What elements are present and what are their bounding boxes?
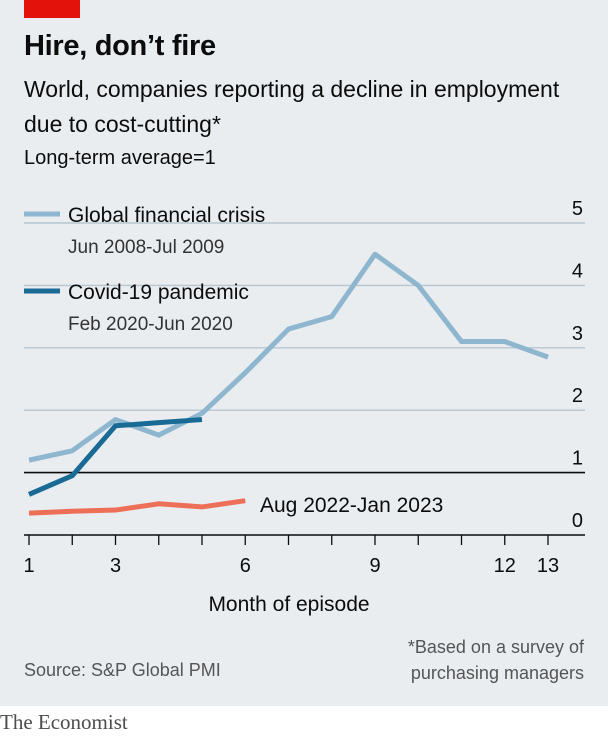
y-tick-label: 3	[572, 323, 583, 345]
brand-logo-text: The Economist	[0, 710, 128, 734]
source-note: Source: S&P Global PMI	[24, 660, 221, 680]
x-tick-label: 6	[240, 555, 251, 577]
footnote: *Based on a survey of purchasing manager…	[407, 637, 584, 683]
x-tick-label: 13	[537, 555, 559, 577]
legend-label-covid: Covid-19 pandemic	[68, 281, 249, 304]
y-tick-label: 4	[572, 260, 583, 282]
y-tick-label: 5	[572, 198, 583, 220]
legend-period-covid: Feb 2020-Jun 2020	[68, 314, 233, 335]
chart-subtitle: World, companies reporting a decline in …	[24, 76, 560, 137]
brand-red-tag	[24, 0, 80, 18]
x-tick-label: 9	[369, 555, 380, 577]
y-tick-label: 2	[572, 385, 583, 407]
x-tick-label: 3	[110, 555, 121, 577]
covid-series-line	[28, 417, 203, 497]
x-tick-label: 1	[23, 555, 34, 577]
chart-title: Hire, don’t fire	[24, 30, 216, 62]
series-annotation-recent: Aug 2022-Jan 2023	[260, 494, 443, 517]
recent-series-line	[28, 498, 246, 516]
chart-panel	[0, 0, 608, 706]
x-tick-label: 12	[494, 555, 516, 577]
y-tick-label: 1	[572, 448, 583, 470]
chart-note: Long-term average=1	[24, 147, 216, 169]
legend-period-gfc: Jun 2008-Jul 2009	[68, 237, 224, 258]
x-axis-label: Month of episode	[208, 593, 369, 616]
legend-label-gfc: Global financial crisis	[68, 204, 265, 227]
y-tick-label: 0	[572, 510, 583, 532]
gfc-series-line	[28, 251, 549, 463]
